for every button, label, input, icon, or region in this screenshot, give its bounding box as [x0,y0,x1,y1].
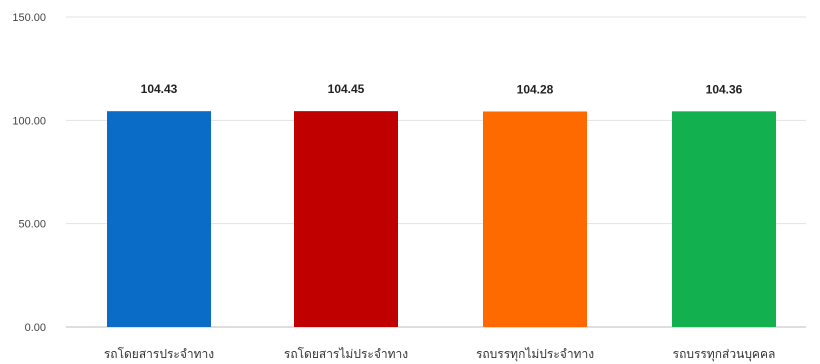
x-tick-label: รถบรรทุกไม่ประจำทาง [476,347,594,362]
bar-value-label: 104.36 [706,82,743,96]
y-tick-label: 100.00 [12,115,46,127]
bar [107,111,211,327]
x-tick-label: รถโดยสารไม่ประจำทาง [284,347,408,361]
x-tick-label: รถโดยสารประจำทาง [104,347,214,361]
bar [672,111,776,328]
bar-value-label: 104.28 [517,82,554,96]
y-tick-label: 50.00 [18,219,46,231]
bar-value-label: 104.45 [328,82,365,96]
bar [294,111,398,328]
y-tick-label: 150.00 [12,12,46,24]
y-tick-label: 0.00 [25,322,46,334]
bar [483,111,587,327]
bar-value-label: 104.43 [141,82,178,96]
x-tick-label: รถบรรทุกส่วนบุคคล [673,347,776,362]
